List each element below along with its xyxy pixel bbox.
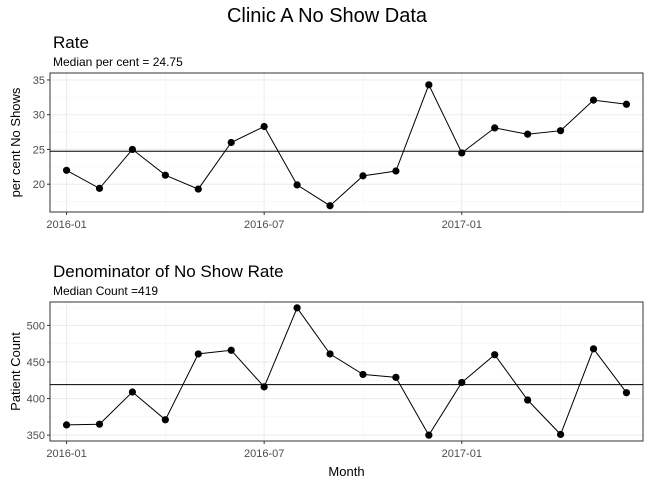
x-tick-label: 2017-01 — [442, 219, 482, 231]
data-point — [161, 171, 169, 179]
data-point — [425, 81, 433, 89]
y-tick-label: 350 — [27, 430, 45, 442]
data-point — [62, 166, 71, 174]
panel-title: Rate — [53, 33, 89, 52]
data-point — [491, 124, 499, 132]
data-point — [524, 396, 532, 404]
figure-title: Clinic A No Show Data — [227, 5, 428, 27]
panel-frame — [49, 72, 644, 213]
data-point — [194, 350, 202, 358]
panel-1: 20 25 30 35 2016-01 2016-07 2017-01 Rate Median … — [8, 33, 644, 231]
series-line — [66, 83, 627, 207]
data-point — [95, 420, 104, 428]
data-point — [359, 370, 367, 379]
y-tick-label: 500 — [27, 320, 45, 332]
data-point — [227, 138, 235, 147]
data-point — [62, 421, 71, 429]
y-tick-label: 20 — [33, 179, 45, 191]
data-point — [589, 96, 598, 104]
data-point — [194, 185, 202, 193]
data-point — [128, 145, 137, 154]
data-point — [293, 181, 301, 189]
y-tick-label: 400 — [27, 394, 45, 406]
data-point — [425, 431, 433, 439]
x-tick-label: 2016-01 — [46, 448, 86, 460]
x-axis-label: Month — [328, 464, 364, 479]
data-point — [326, 350, 334, 358]
y-tick-label: 450 — [27, 357, 45, 369]
data-point — [392, 373, 400, 381]
x-tick-label: 2016-07 — [244, 219, 284, 231]
y-tick-label: 25 — [33, 144, 45, 156]
data-point — [458, 149, 466, 157]
data-point — [589, 345, 598, 353]
y-tick-label: 35 — [33, 75, 45, 87]
data-point — [359, 172, 367, 180]
data-point — [491, 351, 499, 359]
data-point — [622, 100, 631, 108]
data-point — [95, 184, 104, 192]
y-axis-label: Patient Count — [8, 332, 23, 411]
panel-frame — [49, 301, 644, 442]
data-point — [392, 167, 400, 175]
data-point — [128, 388, 137, 396]
series-line — [66, 306, 627, 437]
data-point — [293, 304, 301, 312]
panel-subtitle: Median per cent = 24.75 — [53, 55, 183, 69]
x-tick-label: 2016-07 — [244, 448, 284, 460]
data-point — [326, 202, 334, 210]
data-point — [260, 383, 268, 391]
y-tick-label: 30 — [33, 110, 45, 122]
panel-title: Denominator of No Show Rate — [53, 262, 284, 281]
data-point — [556, 127, 565, 135]
data-point — [161, 416, 169, 424]
data-point — [524, 130, 532, 138]
data-point — [556, 430, 565, 439]
panel-2: 350 400 450 500 2016-01 2016-07 2017-01 Denomin… — [8, 262, 644, 479]
x-tick-label: 2016-01 — [46, 219, 86, 231]
panel-subtitle: Median Count =419 — [53, 284, 158, 298]
data-point — [458, 378, 466, 387]
data-point — [227, 346, 235, 354]
y-axis-label: per cent No Shows — [8, 87, 23, 197]
data-point — [622, 389, 631, 397]
data-point — [260, 122, 268, 131]
x-tick-label: 2017-01 — [442, 448, 482, 460]
